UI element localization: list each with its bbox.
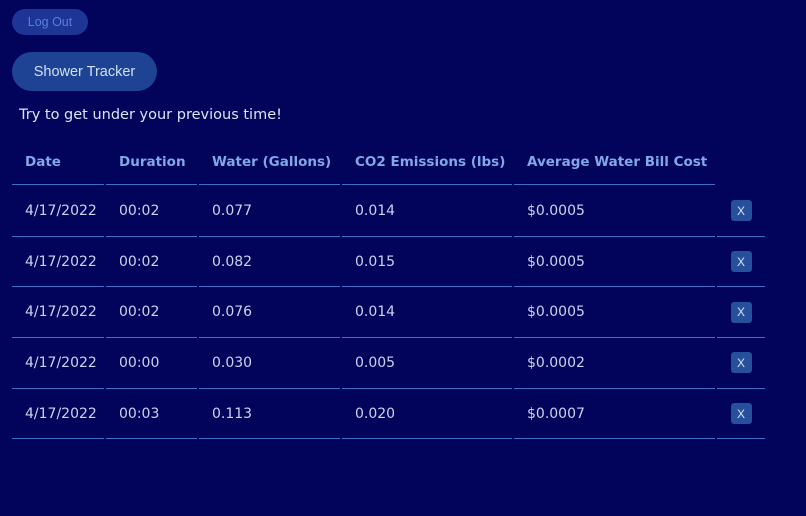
cell-date: 4/17/2022 (12, 389, 104, 440)
cell-cost: $0.0007 (514, 389, 715, 440)
cell-cost: $0.0005 (514, 186, 715, 237)
delete-cell: X (717, 287, 765, 339)
cell-cost: $0.0002 (514, 338, 715, 389)
cell-duration: 00:02 (106, 237, 197, 288)
cell-co2: 0.015 (342, 237, 512, 288)
logout-button[interactable]: Log Out (12, 9, 88, 35)
cell-duration: 00:03 (106, 389, 197, 440)
cell-co2: 0.020 (342, 389, 512, 440)
header-cost: Average Water Bill Cost (514, 140, 715, 185)
delete-row-button[interactable]: X (730, 251, 752, 273)
cell-date: 4/17/2022 (12, 338, 104, 389)
header-water: Water (Gallons) (199, 140, 340, 185)
header-duration: Duration (106, 140, 197, 185)
delete-row-button[interactable]: X (730, 352, 752, 374)
cell-co2: 0.014 (342, 287, 512, 339)
delete-row-button[interactable]: X (730, 301, 752, 323)
delete-cell: X (717, 237, 765, 288)
cell-co2: 0.005 (342, 338, 512, 389)
cell-date: 4/17/2022 (12, 237, 104, 288)
cell-date: 4/17/2022 (12, 287, 104, 339)
cell-water: 0.030 (199, 338, 340, 389)
cell-water: 0.113 (199, 389, 340, 440)
subtitle-text: Try to get under your previous time! (19, 107, 282, 123)
cell-co2: 0.014 (342, 186, 512, 237)
cell-cost: $0.0005 (514, 287, 715, 339)
delete-cell: X (717, 186, 765, 237)
delete-row-button[interactable]: X (730, 403, 752, 425)
delete-cell: X (717, 389, 765, 440)
cell-cost: $0.0005 (514, 237, 715, 288)
header-co2: CO2 Emissions (lbs) (342, 140, 512, 185)
cell-duration: 00:00 (106, 338, 197, 389)
cell-water: 0.077 (199, 186, 340, 237)
cell-date: 4/17/2022 (12, 186, 104, 237)
delete-cell: X (717, 338, 765, 389)
shower-tracker-button[interactable]: Shower Tracker (12, 52, 157, 91)
cell-duration: 00:02 (106, 186, 197, 237)
delete-row-button[interactable]: X (730, 200, 752, 222)
cell-water: 0.076 (199, 287, 340, 339)
cell-water: 0.082 (199, 237, 340, 288)
cell-duration: 00:02 (106, 287, 197, 339)
header-date: Date (12, 140, 104, 185)
